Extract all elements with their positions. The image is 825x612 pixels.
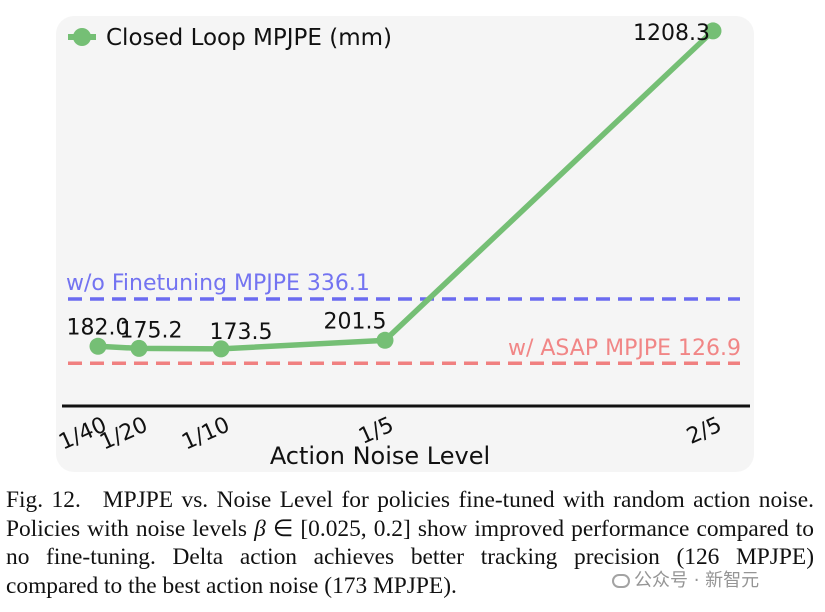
reference-line-label-1: w/o Finetuning MPJPE 336.1 [66,271,370,296]
watermark: 公众号 · 新智元 [612,566,759,592]
data-point-1-20 [130,339,148,357]
data-point-1-10 [212,340,230,358]
caption-in-symbol: ∈ [265,515,301,542]
x-tick-label: 1/20 [96,413,151,456]
reference-line-label-2: w/ ASAP MPJPE 126.9 [508,336,741,361]
caption-text-2: show improved performance compared to no… [6,515,814,600]
caption-beta-symbol: β [254,515,266,542]
data-label: 1208.3 [633,21,710,46]
legend: Closed Loop MPJPE (mm) [68,25,392,51]
data-label: 175.2 [120,318,183,343]
x-axis-label: Action Noise Level [270,442,490,470]
caption-range: [0.025, 0.2] [300,515,411,542]
data-point-1-5 [376,331,394,349]
series-line [97,28,715,352]
watermark-text: 公众号 · 新智元 [634,570,760,591]
chart-panel: w/o Finetuning MPJPE 336.1 w/ ASAP MPJPE … [56,16,754,472]
wechat-icon [612,574,630,588]
legend-label: Closed Loop MPJPE (mm) [106,25,392,51]
series-layer [89,22,722,358]
figure-caption: Fig. 12. MPJPE vs. Noise Level for polici… [6,486,814,601]
data-label: 182.0 [67,315,130,340]
caption-text-1: MPJPE vs. Noise Level for policies fine-… [6,487,815,542]
line-chart: w/o Finetuning MPJPE 336.1 w/ ASAP MPJPE … [56,21,750,470]
data-label: 173.5 [210,320,273,345]
data-label: 201.5 [324,309,387,334]
data-point-1-40 [89,337,107,355]
data-point-2-5 [704,22,722,40]
legend-marker [73,28,91,46]
figure-label: Fig. 12. [6,487,81,513]
reference-lines: w/o Finetuning MPJPE 336.1 w/ ASAP MPJPE … [66,271,741,365]
x-tick-label: 2/5 [683,413,726,450]
x-tick-label: 1/10 [178,413,233,456]
